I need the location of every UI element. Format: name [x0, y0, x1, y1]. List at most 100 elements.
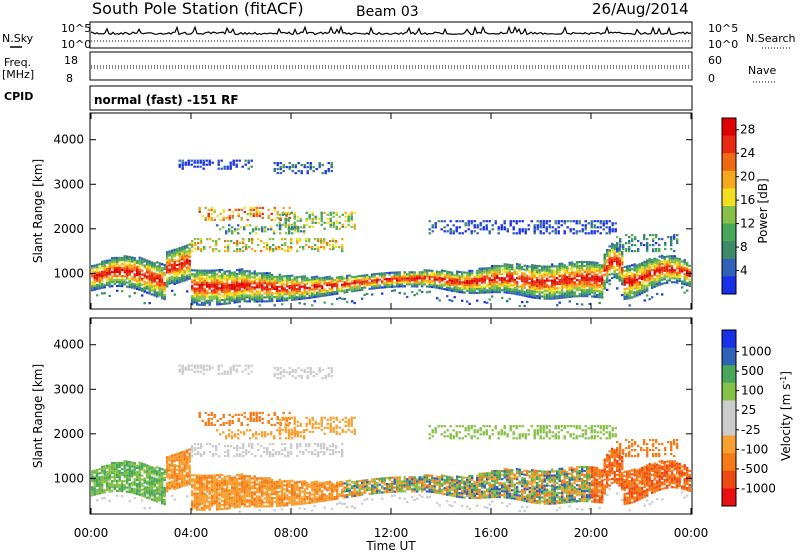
power-cell [116, 276, 119, 279]
velocity-cell [256, 487, 259, 490]
power-cell [458, 274, 461, 278]
power-cell [571, 285, 574, 288]
velocity-cell [141, 478, 144, 481]
power-cell [335, 242, 338, 245]
power-cell [158, 282, 161, 285]
power-cell [421, 271, 424, 274]
power-cell [237, 232, 240, 235]
power-cell [606, 265, 609, 268]
power-cell [206, 283, 209, 286]
power-cell [311, 294, 314, 297]
power-cell [103, 266, 106, 269]
power-cell [648, 258, 651, 261]
velocity-cell [276, 484, 279, 487]
power-cell [148, 286, 151, 289]
power-cell [451, 271, 454, 274]
velocity-cell [173, 469, 176, 472]
power-cell [173, 268, 176, 271]
power-cell [588, 281, 591, 284]
power-cell [466, 285, 469, 288]
power-cell [272, 250, 275, 253]
power-cell [328, 293, 331, 296]
power-cell [198, 275, 201, 278]
power-cell [486, 267, 489, 270]
power-cell [658, 279, 661, 282]
power-cell [628, 283, 631, 286]
power-cell [498, 283, 501, 286]
power-cell [648, 266, 651, 269]
power-cell [626, 267, 629, 270]
power-cell [300, 230, 303, 233]
velocity-cell [218, 482, 221, 485]
power-cell [141, 287, 144, 290]
velocity-cell [173, 487, 176, 490]
power-cell [613, 246, 616, 249]
velocity-cell [166, 474, 169, 477]
power-cell [293, 284, 296, 287]
velocity-cell [108, 468, 111, 471]
power-cell [541, 279, 544, 282]
power-cell [646, 279, 649, 282]
velocity-cell [231, 486, 234, 489]
power-cell [260, 240, 263, 243]
freq-label: Freq. [4, 56, 31, 69]
power-cell [233, 242, 236, 245]
power-cell [646, 250, 649, 253]
velocity-cell [193, 504, 196, 507]
power-cell [546, 267, 549, 270]
power-cell [618, 249, 621, 252]
velocity-cell [271, 493, 274, 496]
power-cell [533, 282, 536, 285]
power-cell [616, 254, 619, 258]
power-cell [593, 232, 596, 235]
power-cell [621, 253, 624, 256]
power-cell [661, 282, 664, 285]
power-cell [641, 268, 644, 271]
power-cell [316, 281, 319, 284]
power-cell [643, 290, 646, 293]
power-cell [251, 298, 254, 301]
power-cell [221, 286, 224, 290]
power-cell [476, 269, 479, 272]
velocity-cell [113, 479, 116, 483]
power-cell [608, 283, 611, 286]
power-cell [309, 162, 312, 165]
power-cell [461, 299, 464, 302]
power-cell [281, 281, 284, 284]
power-cell [311, 248, 314, 251]
velocity-cell [113, 461, 116, 465]
power-cell [198, 281, 201, 284]
power-cell [245, 244, 248, 247]
velocity-cell [178, 460, 181, 463]
power-cell [321, 280, 324, 283]
power-cell [398, 279, 401, 282]
power-cell [363, 276, 366, 279]
power-cell [548, 287, 551, 290]
power-cell [506, 287, 509, 290]
velocity-cell [121, 473, 124, 477]
power-cell [163, 284, 166, 287]
power-cell [213, 297, 216, 300]
power-cell [138, 272, 141, 275]
power-cell [548, 267, 551, 270]
power-cell [573, 283, 576, 286]
power-cell [178, 247, 181, 250]
power-cell [344, 211, 347, 214]
power-cell [288, 294, 291, 298]
power-cell [506, 230, 509, 233]
power-cell [106, 265, 109, 268]
power-cell [255, 212, 258, 215]
velocity-cell [221, 487, 224, 491]
velocity-cell [218, 474, 221, 477]
power-cell [512, 226, 515, 229]
power-cell [471, 285, 474, 288]
velocity-cell [121, 482, 124, 485]
velocity-cell [126, 472, 129, 475]
power-cell [671, 265, 674, 268]
power-cell [163, 290, 166, 293]
power-cell [596, 273, 599, 276]
velocity-cell [271, 487, 274, 490]
power-cell [688, 278, 691, 281]
power-cell [243, 296, 246, 299]
power-cell [196, 269, 199, 272]
